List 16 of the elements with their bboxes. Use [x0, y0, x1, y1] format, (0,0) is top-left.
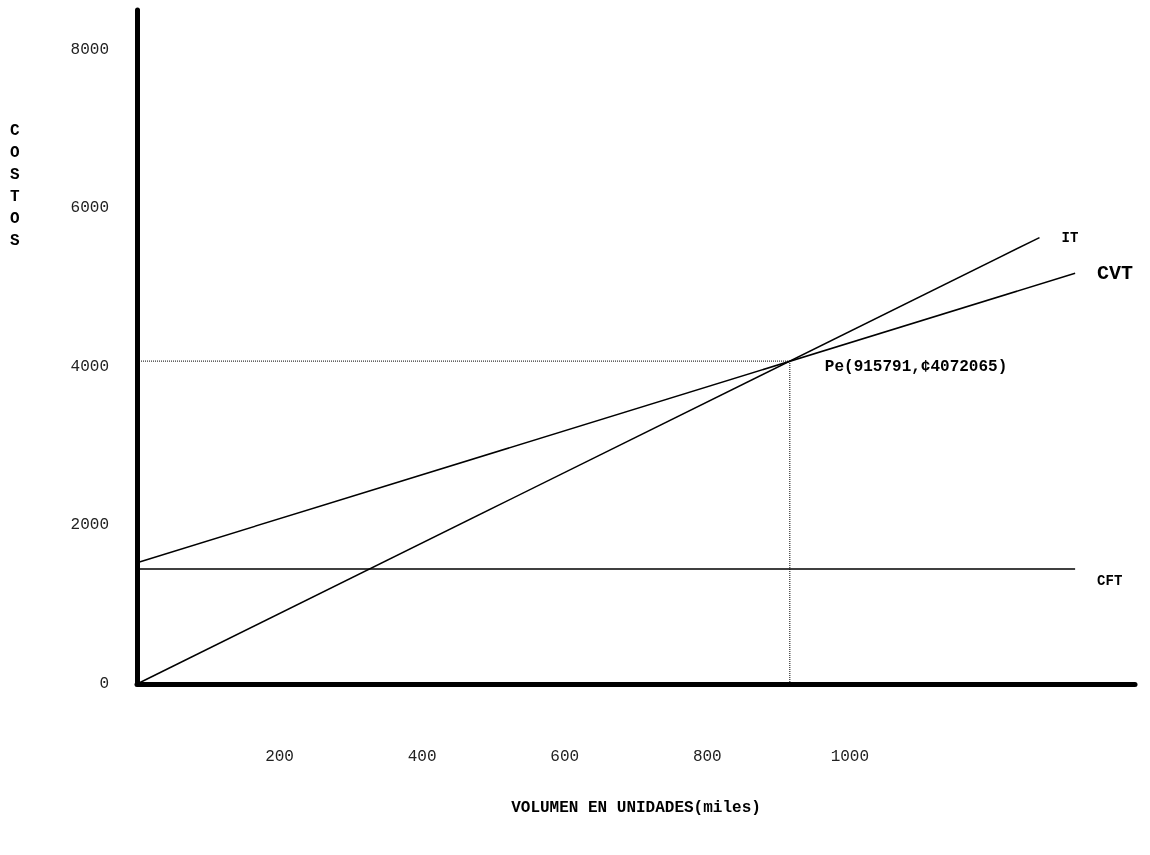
series-label: IT: [1061, 229, 1079, 246]
x-tick-label: 600: [550, 748, 580, 766]
y-tick-label: 6000: [70, 199, 109, 218]
y-tick-label: 0: [99, 675, 109, 693]
x-tick-label: 800: [692, 748, 722, 766]
x-tick-label: 200: [265, 748, 294, 766]
x-tick-label: 1000: [830, 748, 870, 766]
y-tick-label: 4000: [70, 357, 109, 376]
y-tick-label: 2000: [70, 516, 109, 535]
x-tick-label: 400: [407, 748, 437, 766]
y-axis-title: COSTOS: [10, 122, 20, 250]
series-label: CFT: [1097, 573, 1123, 590]
y-tick-label: 8000: [70, 40, 109, 59]
x-axis-title: VOLUMEN EN UNIDADES(miles): [511, 799, 761, 817]
annotation: Pe(915791,¢4072065): [824, 358, 1008, 377]
series-label: CVT: [1097, 261, 1134, 285]
